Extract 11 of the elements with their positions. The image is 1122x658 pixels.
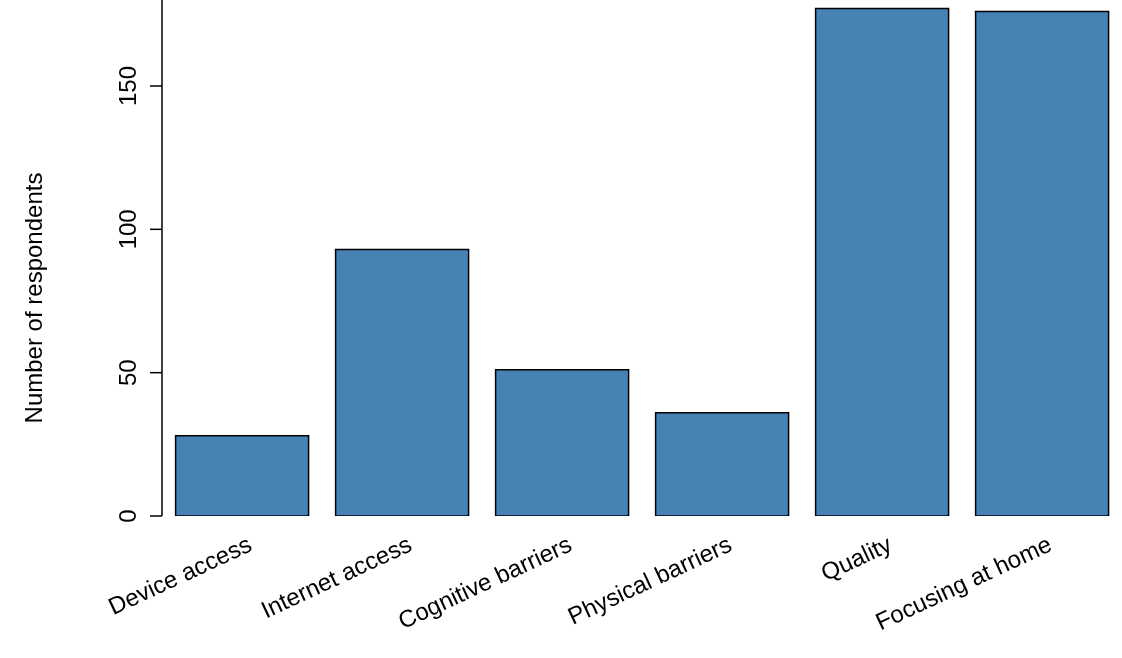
y-tick-label: 0 [114, 509, 141, 523]
bar [174, 434, 310, 516]
bar [494, 369, 630, 516]
bar [334, 248, 470, 516]
bar [654, 412, 790, 516]
y-axis-title: Number of respondents [19, 172, 47, 424]
y-tick-label: 100 [114, 209, 141, 250]
y-tick-label: 50 [114, 359, 141, 387]
bar [814, 7, 950, 516]
y-tick-label: 150 [114, 65, 141, 107]
bar [974, 10, 1110, 516]
